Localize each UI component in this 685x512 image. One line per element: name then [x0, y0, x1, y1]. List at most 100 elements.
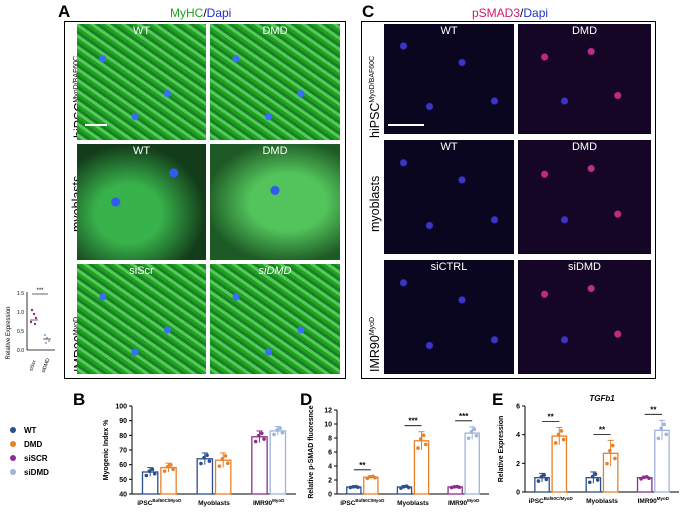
inset-point: [47, 339, 51, 343]
legend-swatch: [10, 441, 16, 447]
x-group-label: IMR90MyoD: [253, 498, 285, 507]
y-tick-label: 8: [328, 436, 332, 443]
data-point: [605, 461, 609, 466]
data-point: [664, 432, 669, 437]
y-tick-label: 80: [119, 433, 127, 440]
x-group-label: iPSCBaf60C/MyoD: [137, 498, 182, 507]
row-label-imr90-c: IMR90MyoD: [368, 316, 382, 372]
inset-point: [30, 308, 34, 312]
bar: [464, 432, 480, 495]
data-point: [553, 441, 558, 445]
y-tick-label: 4: [516, 432, 520, 439]
panel-letter-a: A: [58, 2, 71, 21]
legend-swatch: [10, 427, 16, 433]
micrograph-c-myoblasts-dmd: DMD: [518, 140, 651, 254]
x-group-label: Myoblasts: [397, 500, 429, 507]
micrograph-a-myoblasts-dmd: DMD: [210, 144, 340, 260]
y-tick-label: 50: [119, 477, 127, 484]
data-point: [202, 455, 206, 460]
data-point: [595, 478, 600, 482]
data-point: [416, 446, 420, 450]
data-point: [542, 473, 546, 477]
y-tick-label: 70: [119, 448, 127, 455]
panel-letter-b: B: [73, 390, 86, 409]
y-tick-label: 6: [328, 450, 332, 457]
sig-label: **: [650, 405, 657, 414]
sig-label: **: [359, 461, 366, 470]
scale-bar: [85, 124, 107, 126]
micrograph-c-hipsc-dmd: DMD: [518, 24, 651, 134]
data-point: [469, 430, 474, 434]
data-point: [356, 485, 360, 490]
chart-b: Myogenic Index % 40 50 60 70 80 90 100 iPSCBaf60…: [103, 404, 296, 507]
micrograph-a-myoblasts-wt: WT: [77, 144, 206, 260]
data-point: [399, 486, 403, 490]
inset-point: [29, 320, 33, 324]
x-group-label-sup: Baf60C/MyoD: [355, 498, 385, 503]
inset-point: [43, 333, 47, 337]
x-group-label-sup: MyoD: [272, 498, 285, 503]
inset-ytick: 1.0: [17, 310, 24, 316]
x-group-label: Myoblasts: [586, 498, 618, 505]
inset-point: [32, 312, 36, 316]
y-tick-label: 10: [324, 422, 332, 429]
data-point: [423, 442, 428, 447]
x-group-label: Myoblasts: [198, 500, 230, 507]
data-point: [639, 477, 643, 481]
data-point: [272, 432, 276, 437]
micrograph-c-hipsc-wt: WT: [384, 24, 514, 134]
data-point: [253, 439, 258, 444]
chart-e: TGFb1 Relative Expression 0 2 4 6 iPSCBaf60C/M…: [498, 394, 679, 505]
chart-d: Relative p-SMAD fluoresnce 0 2 4 6 8 10 12 iPSCB…: [308, 405, 489, 507]
panel-c-title-dapi: Dapi: [523, 6, 549, 20]
y-tick-label: 40: [119, 492, 127, 499]
sig-label: ***: [408, 417, 418, 426]
inset-point: [34, 316, 38, 320]
x-group-label-sup: Baf60C/MyoD: [152, 498, 182, 503]
panel-a-title-dapi: Dapi: [206, 6, 232, 20]
legend-item-sidmd: siDMD: [10, 466, 49, 480]
y-tick-label: 2: [516, 461, 520, 468]
y-tick-label: 60: [119, 462, 127, 469]
bar: [251, 436, 268, 495]
inset-xtick: siScr: [28, 359, 38, 372]
data-point: [365, 476, 370, 481]
data-point: [262, 437, 266, 441]
data-point: [348, 485, 353, 490]
inset-point: [44, 341, 48, 345]
legend-swatch: [10, 455, 16, 461]
data-point: [171, 467, 175, 472]
micrograph-c-imr90-sictrl: siCTRL: [384, 260, 514, 374]
inset-ytick: 0.5: [17, 329, 24, 335]
panel-a-title-sep: /: [203, 6, 207, 20]
y-tick-label: 4: [328, 464, 332, 471]
x-group-label-sup: Baf60C/MyoD: [544, 496, 574, 501]
data-point: [539, 475, 544, 479]
data-point: [536, 479, 541, 483]
data-point: [559, 429, 564, 433]
y-axis-label: Relative Expression: [498, 416, 505, 483]
y-tick-label: 0: [516, 490, 520, 497]
micrograph-a-imr90-siscr: siScr: [77, 264, 206, 374]
data-point: [613, 456, 617, 461]
data-point: [368, 475, 372, 479]
y-tick-label: 0: [328, 492, 332, 499]
data-point: [351, 485, 355, 489]
micrograph-a-hipsc-wt: WT: [77, 24, 206, 140]
data-point: [406, 485, 411, 490]
inset-point: [45, 336, 49, 340]
data-point: [608, 448, 612, 453]
data-point: [656, 436, 661, 441]
data-point: [472, 427, 477, 432]
data-point: [449, 485, 454, 490]
sig-label: **: [599, 425, 606, 434]
data-point: [647, 476, 651, 481]
data-point: [466, 436, 471, 440]
data-point: [373, 475, 377, 480]
data-point: [162, 469, 167, 473]
data-point: [544, 477, 549, 482]
data-point: [223, 454, 228, 458]
data-point: [662, 422, 666, 427]
micrograph-a-imr90-sidmd: siDMD: [210, 264, 340, 374]
panel-letter-e: E: [492, 390, 504, 409]
